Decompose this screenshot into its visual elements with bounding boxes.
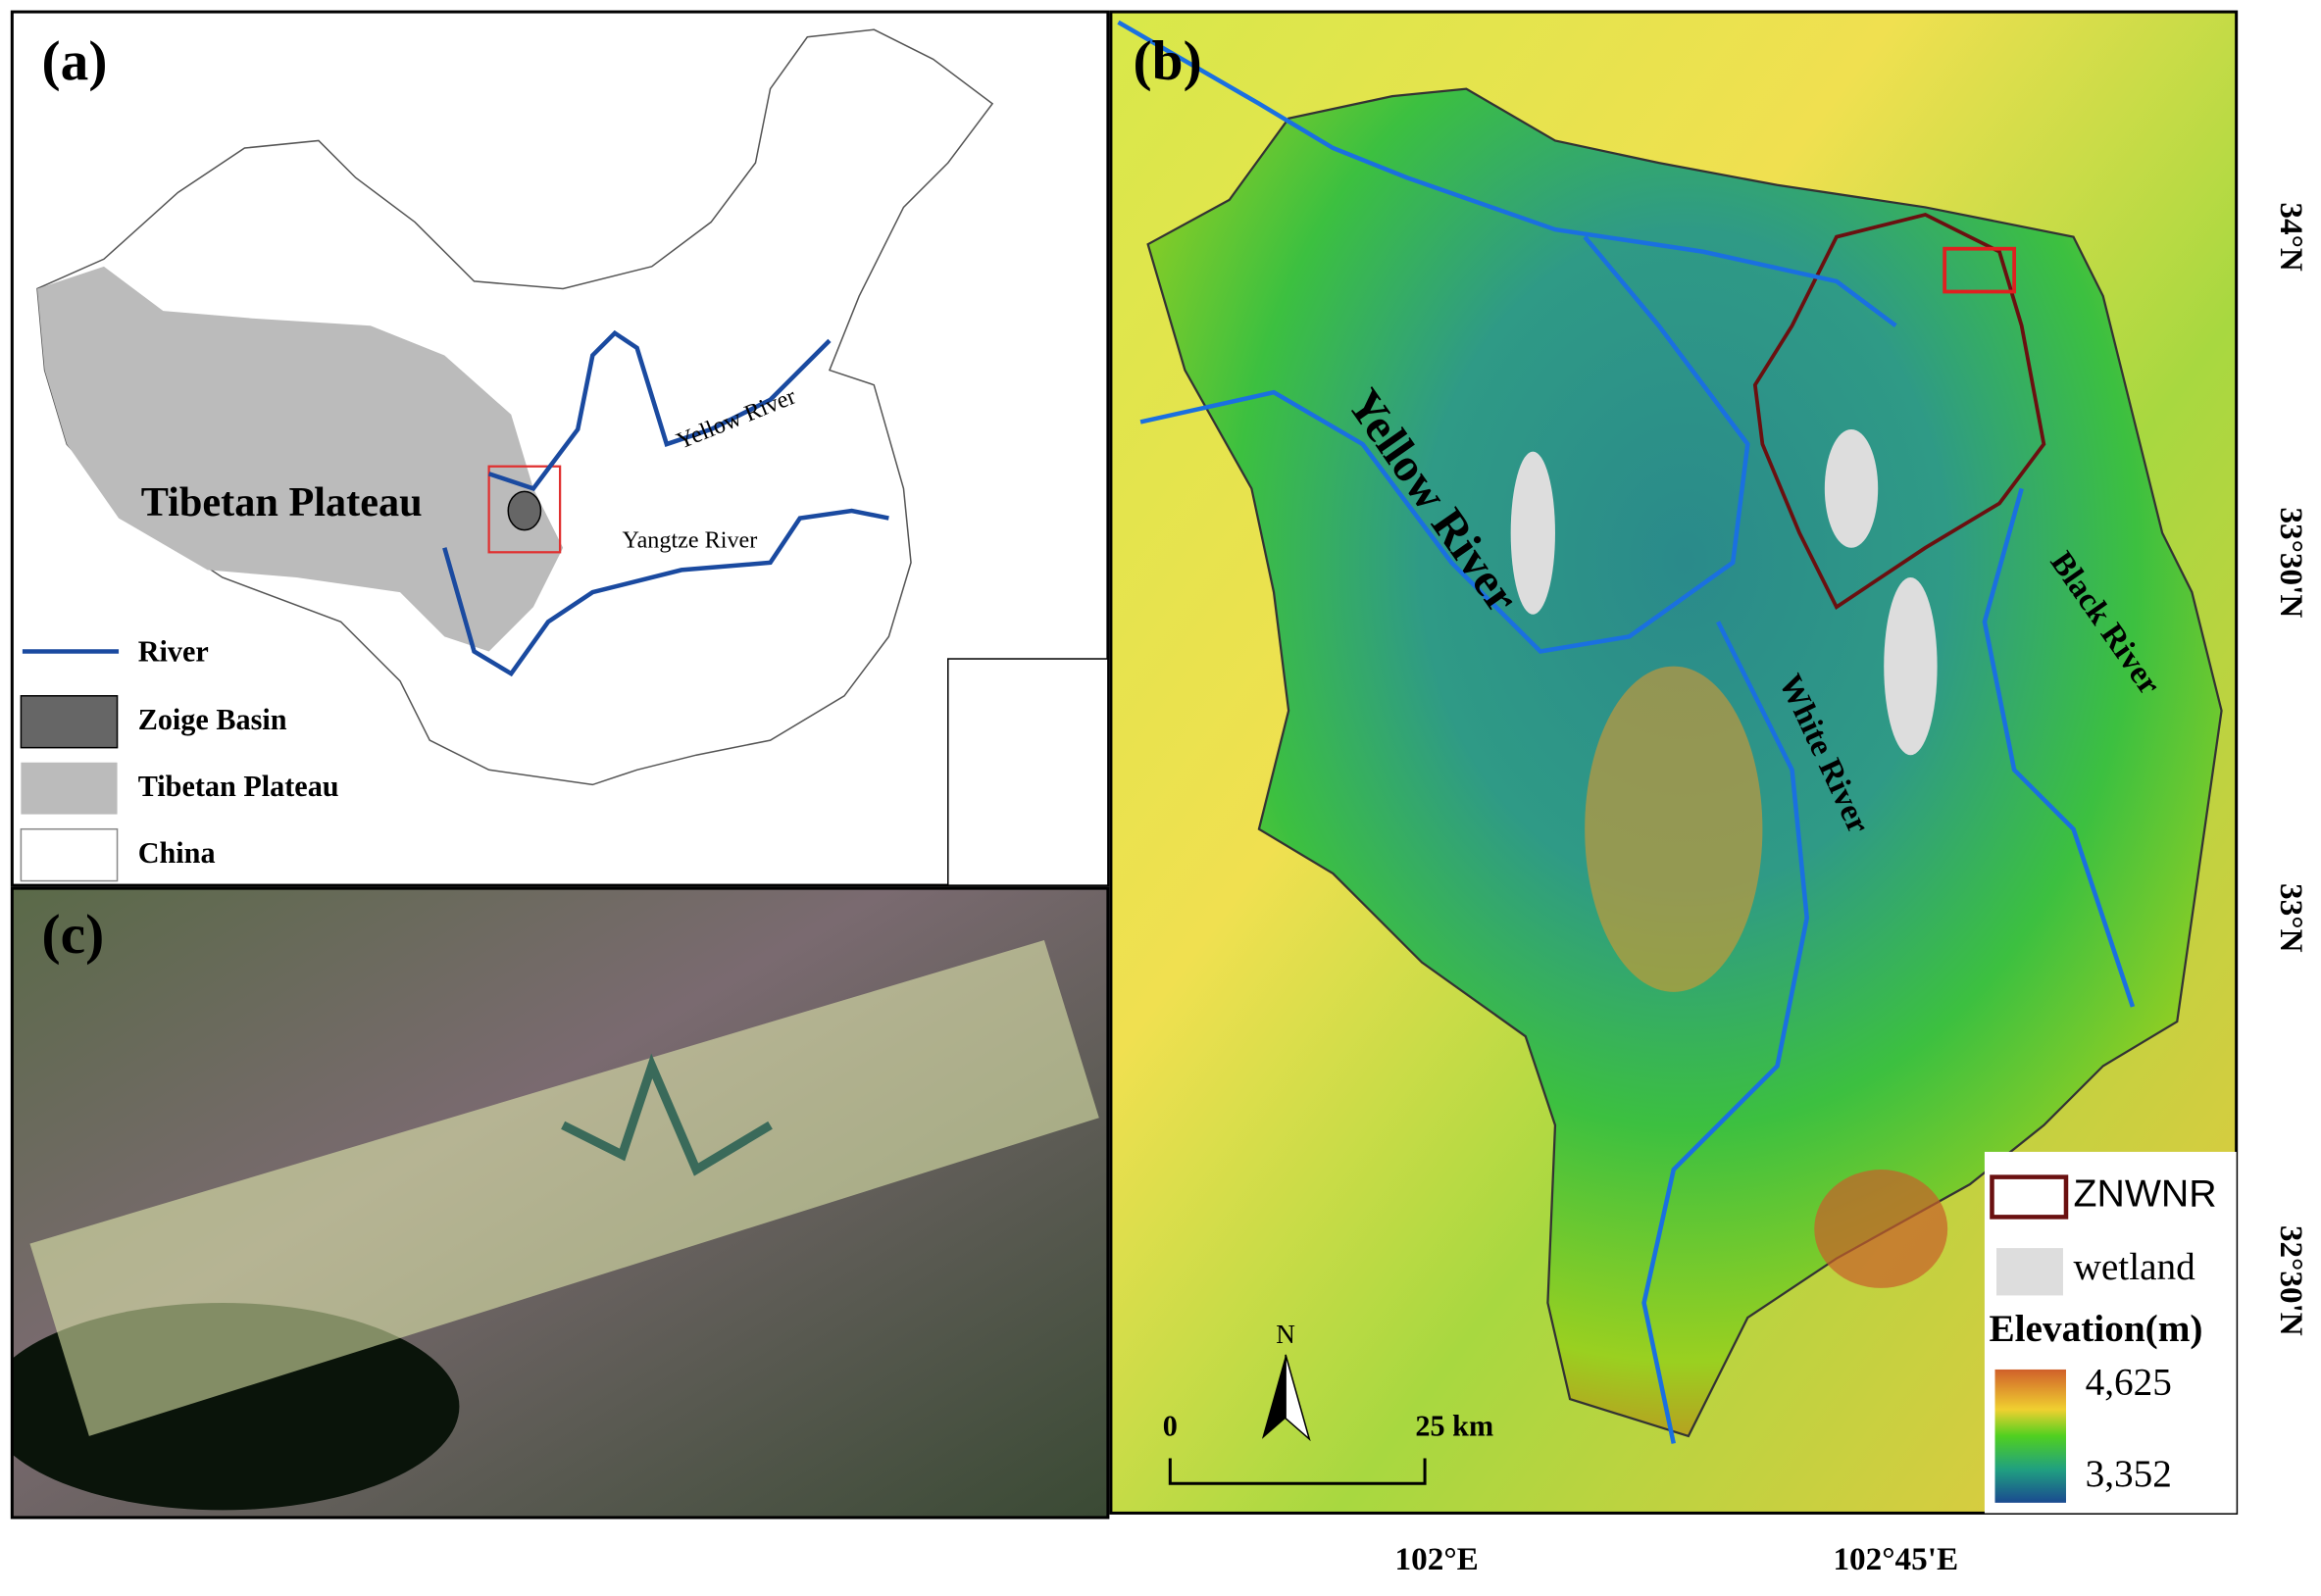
river-label: Yangtze River	[623, 526, 758, 553]
latitude-label: 34°N	[2273, 202, 2309, 272]
legend-swatch	[1990, 1174, 2069, 1220]
black-river	[1982, 487, 2136, 1008]
panel-label: (b)	[1134, 30, 1202, 92]
yellow-river	[1117, 20, 1897, 654]
north-arrow	[1285, 1354, 1311, 1442]
wetland-patch	[1824, 428, 1879, 548]
latitude-label: 33°30'N	[2273, 507, 2309, 618]
legend-swatch	[1996, 1248, 2063, 1296]
legend-swatch	[21, 762, 118, 815]
highland	[1814, 1170, 1948, 1288]
legend-label: ZNWNR	[2074, 1172, 2217, 1216]
legend-swatch	[20, 695, 119, 749]
legend-title: Elevation(m)	[1989, 1308, 2202, 1350]
study-box	[487, 465, 562, 554]
latitude-label: 33°N	[2273, 883, 2309, 953]
highland	[1585, 666, 1763, 992]
wetland-patch	[1884, 576, 1938, 756]
legend-label: River	[138, 634, 209, 668]
scale-label: 25 km	[1415, 1409, 1493, 1442]
legend-swatch	[20, 827, 119, 882]
panel-b: (b) Yellow River White River Black River…	[1109, 10, 2309, 1577]
wetland-patch	[1510, 451, 1555, 615]
panel-label: (c)	[42, 904, 105, 966]
china-outline	[36, 28, 994, 786]
legend-label: Zoige Basin	[138, 703, 287, 736]
zoige-basin	[507, 490, 542, 531]
tibetan-plateau	[37, 266, 564, 652]
yangtze-river	[442, 508, 889, 677]
legend-label: China	[138, 836, 216, 870]
scale-bar	[1168, 1458, 1427, 1485]
study-box	[1943, 246, 2017, 294]
north-label: N	[1276, 1320, 1295, 1349]
white-river	[1641, 621, 1809, 1444]
panel-a: (a) Tibetan Plateau Yellow River Yangtze…	[10, 10, 1110, 887]
region-label: Tibetan Plateau	[141, 479, 423, 525]
elevation-bar	[1994, 1369, 2066, 1503]
channel	[561, 1053, 773, 1176]
longitude-label: 102°45'E	[1833, 1541, 1958, 1577]
legend-label: 4,625	[2086, 1362, 2172, 1404]
legend-label: 3,352	[2086, 1453, 2172, 1495]
scale-label: 0	[1163, 1409, 1178, 1442]
panel-frame	[10, 886, 1110, 1520]
legend-label: wetland	[2074, 1246, 2196, 1288]
panel-c: (c)	[10, 886, 1110, 1520]
znwnr-boundary	[1752, 212, 2046, 610]
legend-label: Tibetan Plateau	[138, 770, 339, 803]
inset-frame	[947, 658, 1109, 886]
panel-frame	[1109, 10, 2239, 1515]
latitude-label: 32°30'N	[2273, 1225, 2309, 1336]
image-strip	[29, 939, 1099, 1436]
yellow-river	[487, 329, 832, 492]
panel-label: (a)	[42, 30, 108, 92]
longitude-label: 102°E	[1395, 1541, 1479, 1577]
